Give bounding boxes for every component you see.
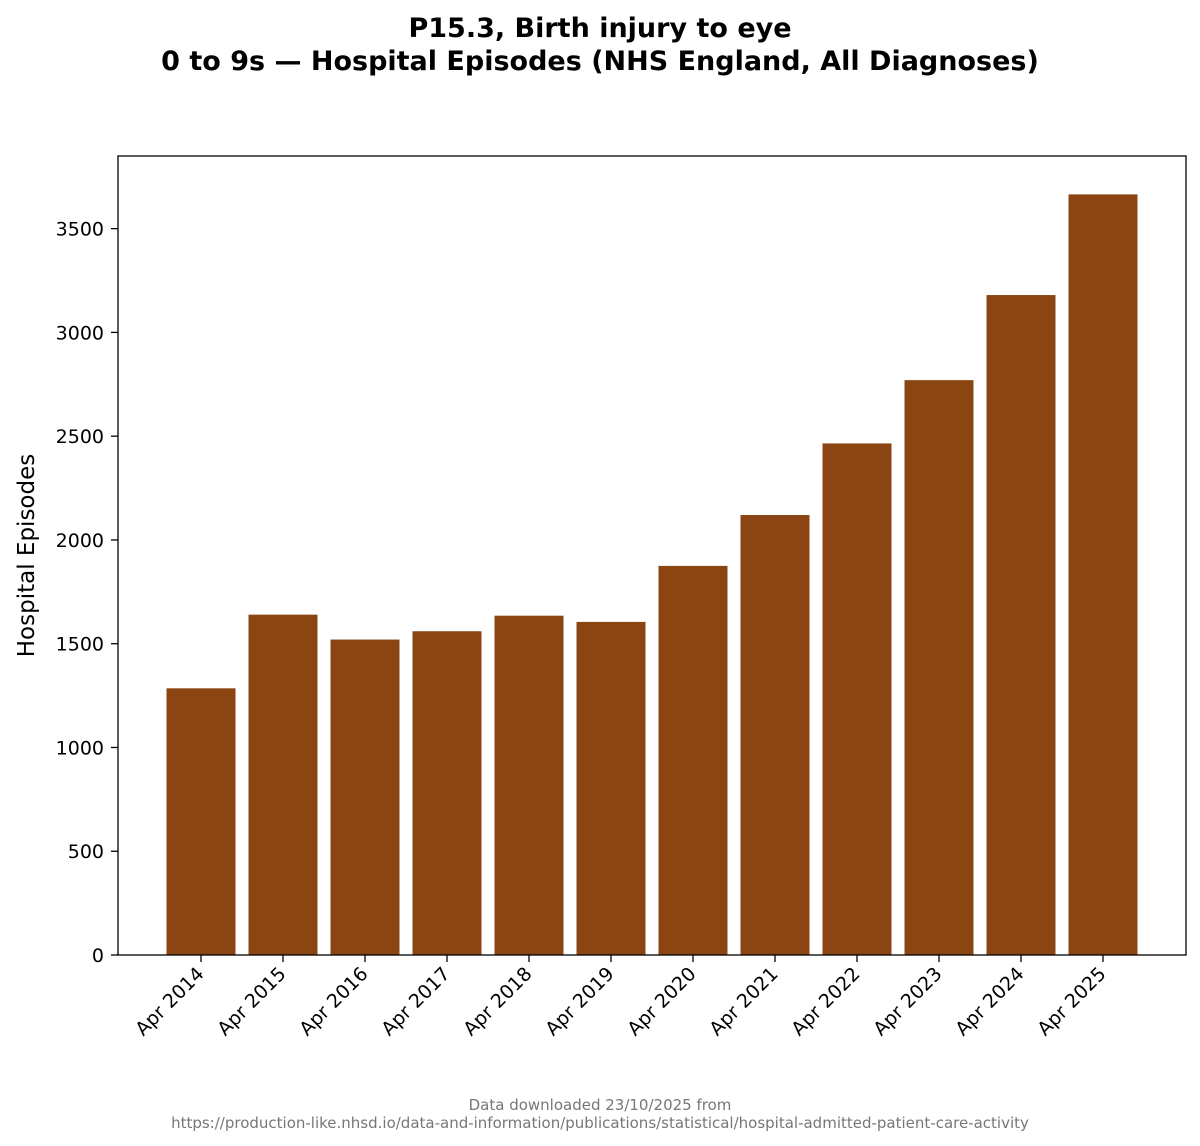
bar-apr-2016 — [330, 639, 400, 955]
bar-apr-2014 — [166, 688, 236, 955]
y-axis-label: Hospital Episodes — [14, 454, 40, 657]
bar-apr-2023 — [904, 380, 974, 955]
bar-apr-2022 — [822, 443, 892, 955]
y-tick-label: 1500 — [56, 634, 104, 656]
bar-apr-2019 — [576, 621, 646, 955]
x-tick-label: Apr 2017 — [377, 963, 454, 1040]
plot-frame — [117, 155, 1187, 956]
bar-apr-2024 — [986, 295, 1056, 955]
source-footer: Data downloaded 23/10/2025 from https://… — [0, 1096, 1200, 1132]
y-tick-label: 3500 — [56, 219, 104, 241]
bar-apr-2018 — [494, 615, 564, 955]
footer-line2: https://production-like.nhsd.io/data-and… — [171, 1114, 1029, 1132]
x-tick-label: Apr 2023 — [869, 963, 946, 1040]
bar-apr-2021 — [740, 515, 810, 955]
chart-title-line2: 0 to 9s — Hospital Episodes (NHS England… — [161, 46, 1039, 77]
x-tick-label: Apr 2020 — [623, 963, 700, 1040]
chart-title-line1: P15.3, Birth injury to eye — [408, 13, 792, 44]
x-tick-label: Apr 2018 — [459, 963, 536, 1040]
y-tick-label: 2500 — [56, 426, 104, 448]
x-tick-label: Apr 2024 — [951, 963, 1028, 1040]
x-tick-label: Apr 2025 — [1033, 963, 1110, 1040]
bar-apr-2025 — [1068, 194, 1138, 956]
y-tick-label: 3000 — [56, 322, 104, 344]
bar-apr-2020 — [658, 565, 728, 955]
y-tick-label: 500 — [68, 841, 104, 863]
y-tick-label: 0 — [92, 945, 104, 967]
x-tick-label: Apr 2019 — [541, 963, 618, 1040]
x-tick-label: Apr 2016 — [295, 963, 372, 1040]
x-tick-label: Apr 2014 — [131, 963, 208, 1040]
x-tick-label: Apr 2015 — [213, 963, 290, 1040]
y-tick-label: 1000 — [56, 737, 104, 759]
x-tick-label: Apr 2022 — [787, 963, 864, 1040]
x-tick-label: Apr 2021 — [705, 963, 782, 1040]
y-tick-label: 2000 — [56, 530, 104, 552]
footer-line1: Data downloaded 23/10/2025 from — [468, 1096, 732, 1114]
chart-title: P15.3, Birth injury to eye 0 to 9s — Hos… — [0, 12, 1200, 78]
bar-apr-2015 — [248, 614, 318, 955]
bar-apr-2017 — [412, 631, 482, 955]
